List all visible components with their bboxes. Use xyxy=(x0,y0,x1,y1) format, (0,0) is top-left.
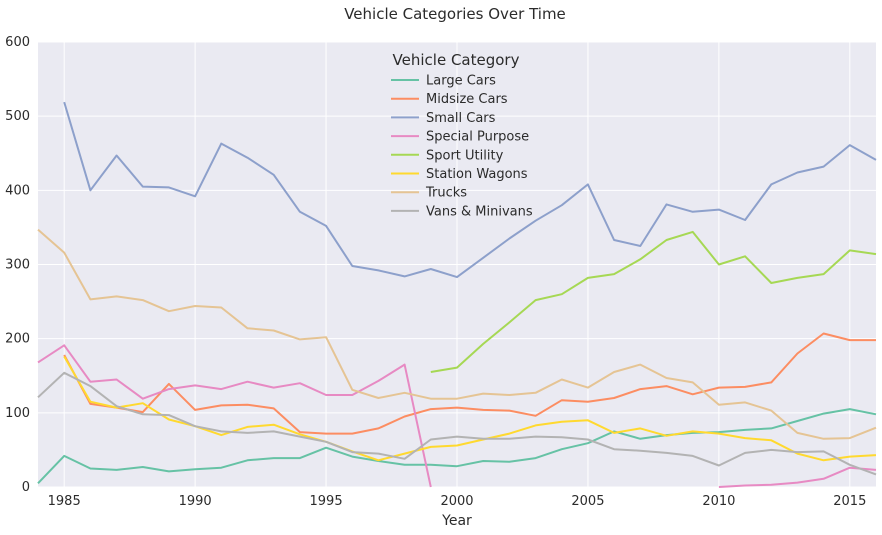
y-tick-labels: 0 100 200 300 400 500 600 xyxy=(5,35,30,495)
series-line-small-cars xyxy=(63,101,877,279)
x-axis-label: Year xyxy=(441,513,472,529)
y-tick-label: 200 xyxy=(5,332,30,347)
x-tick-label: 2015 xyxy=(833,494,866,509)
legend-label-large-cars: Large Cars xyxy=(426,74,496,89)
series-line-special-purpose xyxy=(37,344,877,488)
legend-label-small-cars: Small Cars xyxy=(426,111,496,126)
y-tick-label: 400 xyxy=(5,183,30,198)
series-line-midsize-cars xyxy=(63,332,876,435)
legend-label-vans-minivans: Vans & Minivans xyxy=(426,204,533,219)
grid-lines xyxy=(38,41,876,488)
chart-title: Vehicle Categories Over Time xyxy=(344,5,566,23)
x-tick-labels: 1985 1990 1995 2000 2005 2010 2015 xyxy=(48,494,867,509)
series-line-trucks xyxy=(37,228,877,440)
legend-title: Vehicle Category xyxy=(393,51,520,69)
legend-label-station-wagons: Station Wagons xyxy=(426,167,528,182)
x-tick-label: 2000 xyxy=(440,494,473,509)
x-tick-label: 2010 xyxy=(702,494,735,509)
legend: Vehicle Category Large Cars Midsize Cars S… xyxy=(391,51,533,219)
y-tick-label: 300 xyxy=(5,258,30,273)
y-tick-label: 500 xyxy=(5,109,30,124)
series-line-large-cars xyxy=(37,408,877,484)
x-tick-label: 1985 xyxy=(48,494,81,509)
legend-label-special-purpose: Special Purpose xyxy=(426,130,529,145)
legend-label-sport-utility: Sport Utility xyxy=(426,148,504,163)
series-lines xyxy=(37,101,877,488)
x-tick-label: 2005 xyxy=(571,494,604,509)
x-tick-label: 1990 xyxy=(179,494,212,509)
x-tick-label: 1995 xyxy=(310,494,343,509)
series-line-sport-utility xyxy=(430,230,877,373)
series-line-vans-minivans xyxy=(37,371,877,476)
legend-label-trucks: Trucks xyxy=(425,186,467,201)
y-tick-label: 600 xyxy=(5,35,30,50)
legend-label-midsize-cars: Midsize Cars xyxy=(426,92,508,107)
y-tick-label: 0 xyxy=(22,480,30,495)
y-tick-label: 100 xyxy=(5,406,30,421)
